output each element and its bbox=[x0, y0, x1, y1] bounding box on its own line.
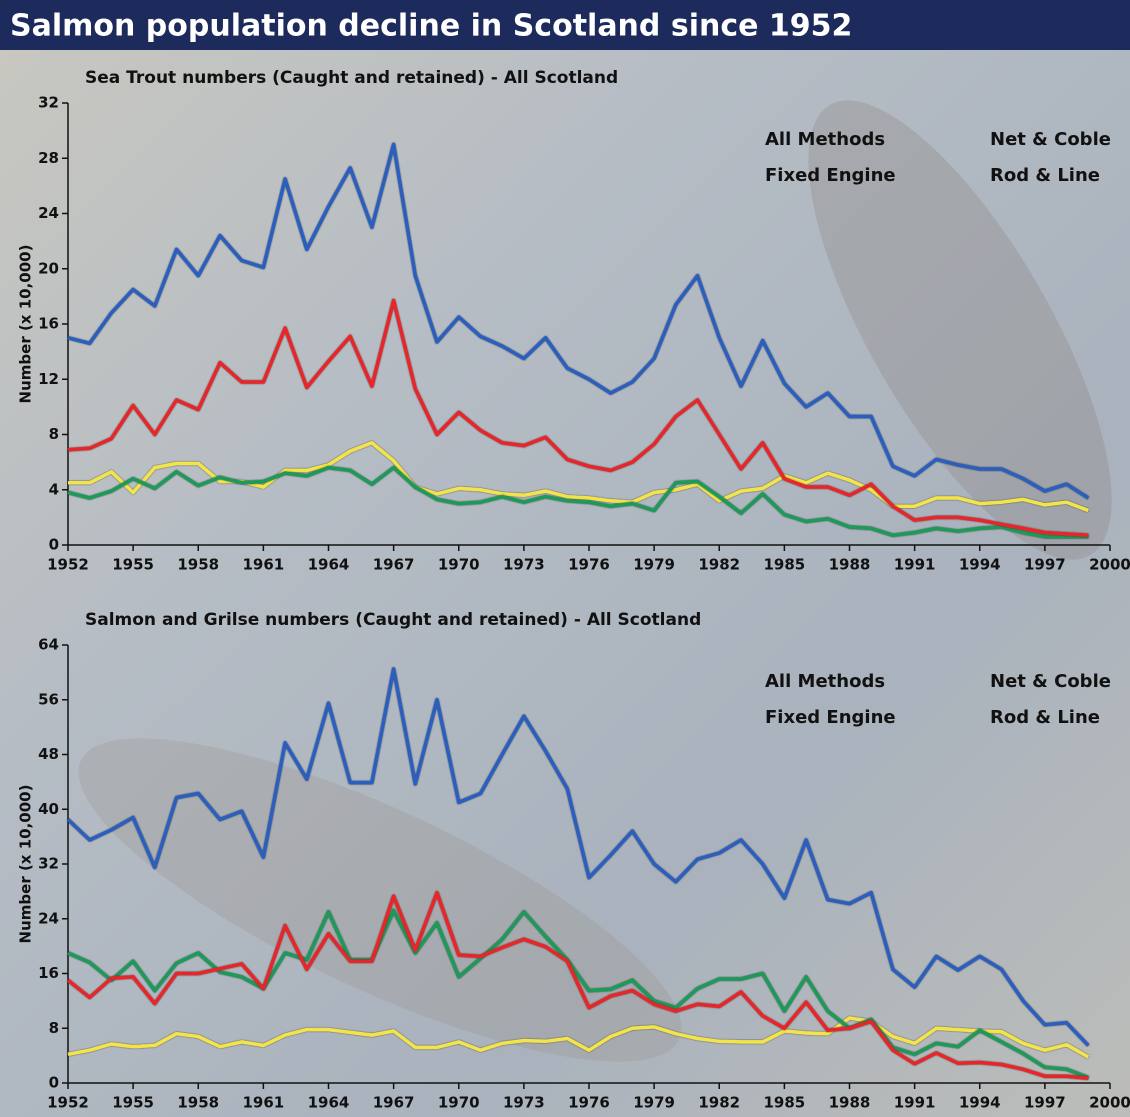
x-tick-label: 1967 bbox=[373, 1094, 415, 1112]
legend-label: Fixed Engine bbox=[765, 165, 896, 186]
legend-label: All Methods bbox=[765, 671, 885, 692]
x-tick-label: 1994 bbox=[959, 556, 1001, 574]
y-tick-label: 8 bbox=[49, 1019, 59, 1037]
x-tick-label: 1958 bbox=[177, 556, 219, 574]
y-tick-label: 48 bbox=[38, 745, 59, 763]
y-tick-label: 32 bbox=[38, 855, 59, 873]
chart-page: Salmon population decline in Scotland si… bbox=[0, 0, 1130, 1117]
x-tick-label: 2000 bbox=[1089, 1094, 1130, 1112]
y-tick-label: 16 bbox=[38, 964, 59, 982]
x-tick-label: 1997 bbox=[1024, 1094, 1066, 1112]
legend-label: Net & Coble bbox=[990, 671, 1111, 692]
x-tick-label: 1967 bbox=[373, 556, 415, 574]
legend-label: Rod & Line bbox=[990, 707, 1100, 728]
y-tick-label: 24 bbox=[38, 204, 59, 222]
x-tick-label: 1985 bbox=[764, 556, 806, 574]
x-tick-label: 1979 bbox=[633, 556, 675, 574]
legend-label: Net & Coble bbox=[990, 129, 1111, 150]
y-tick-label: 40 bbox=[38, 800, 59, 818]
x-tick-label: 1991 bbox=[894, 1094, 936, 1112]
x-tick-label: 1952 bbox=[47, 556, 89, 574]
x-tick-label: 1997 bbox=[1024, 556, 1066, 574]
x-tick-label: 1988 bbox=[829, 556, 871, 574]
x-tick-label: 1991 bbox=[894, 556, 936, 574]
x-tick-label: 1973 bbox=[503, 556, 545, 574]
legend-label: All Methods bbox=[765, 129, 885, 150]
x-tick-label: 1976 bbox=[568, 1094, 610, 1112]
x-tick-label: 1979 bbox=[633, 1094, 675, 1112]
x-tick-label: 1955 bbox=[112, 1094, 154, 1112]
x-tick-label: 1976 bbox=[568, 556, 610, 574]
x-tick-label: 1970 bbox=[438, 556, 480, 574]
y-tick-label: 24 bbox=[38, 909, 59, 927]
subplot-title: Sea Trout numbers (Caught and retained) … bbox=[85, 68, 618, 88]
y-tick-label: 0 bbox=[49, 1074, 59, 1092]
y-tick-label: 32 bbox=[38, 94, 59, 112]
x-tick-label: 1982 bbox=[698, 556, 740, 574]
legend-label: Fixed Engine bbox=[765, 707, 896, 728]
x-tick-label: 1973 bbox=[503, 1094, 545, 1112]
x-tick-label: 1988 bbox=[829, 1094, 871, 1112]
y-tick-label: 12 bbox=[38, 370, 59, 388]
x-tick-label: 1958 bbox=[177, 1094, 219, 1112]
y-tick-label: 20 bbox=[38, 259, 59, 277]
page-title: Salmon population decline in Scotland si… bbox=[10, 9, 852, 44]
x-tick-label: 1964 bbox=[308, 1094, 350, 1112]
y-tick-label: 8 bbox=[49, 425, 59, 443]
subplot-title: Salmon and Grilse numbers (Caught and re… bbox=[85, 610, 701, 630]
y-tick-label: 0 bbox=[49, 536, 59, 554]
y-axis-label: Number (x 10,000) bbox=[17, 245, 35, 404]
x-tick-label: 1955 bbox=[112, 556, 154, 574]
y-tick-label: 16 bbox=[38, 315, 59, 333]
y-tick-label: 28 bbox=[38, 149, 59, 167]
y-axis-label: Number (x 10,000) bbox=[17, 785, 35, 944]
x-tick-label: 1982 bbox=[698, 1094, 740, 1112]
legend-label: Rod & Line bbox=[990, 165, 1100, 186]
x-tick-label: 2000 bbox=[1089, 556, 1130, 574]
x-tick-label: 1970 bbox=[438, 1094, 480, 1112]
x-tick-label: 1961 bbox=[243, 556, 285, 574]
y-tick-label: 4 bbox=[49, 480, 59, 498]
x-tick-label: 1985 bbox=[764, 1094, 806, 1112]
x-tick-label: 1964 bbox=[308, 556, 350, 574]
y-tick-label: 64 bbox=[38, 636, 59, 654]
x-tick-label: 1961 bbox=[243, 1094, 285, 1112]
y-tick-label: 56 bbox=[38, 690, 59, 708]
x-tick-label: 1994 bbox=[959, 1094, 1001, 1112]
x-tick-label: 1952 bbox=[47, 1094, 89, 1112]
